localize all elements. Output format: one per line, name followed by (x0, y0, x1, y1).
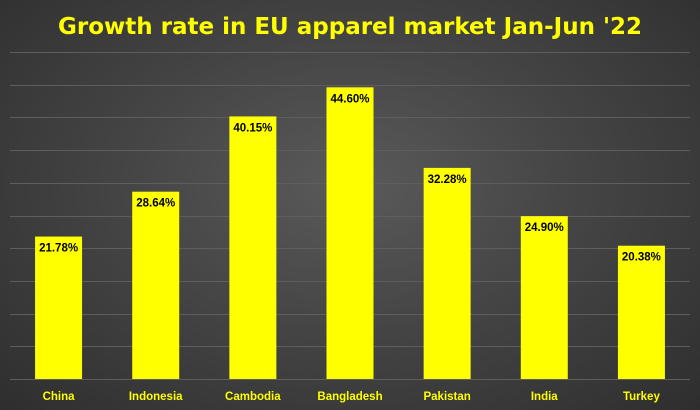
data-label-india: 24.90% (525, 222, 564, 234)
bar-china (35, 236, 83, 379)
data-label-indonesia: 28.64% (136, 198, 175, 210)
x-tick-china: China (43, 391, 76, 403)
bars (35, 87, 665, 379)
bar-indonesia (132, 191, 180, 379)
data-label-china: 21.78% (39, 243, 78, 255)
data-label-turkey: 20.38% (622, 252, 661, 264)
bar-bangladesh (326, 87, 374, 379)
x-axis-tick-labels: China Indonesia Cambodia Bangladesh Pakistan… (43, 391, 661, 403)
x-tick-bangladesh: Bangladesh (317, 391, 382, 403)
x-tick-cambodia: Cambodia (225, 391, 281, 403)
bar-cambodia (229, 116, 277, 379)
bar-pakistan (423, 167, 471, 379)
chart-title: Growth rate in EU apparel market Jan-Jun… (58, 14, 642, 40)
x-tick-pakistan: Pakistan (423, 391, 470, 403)
bar-turkey (617, 245, 665, 379)
x-tick-turkey: Turkey (623, 391, 660, 403)
data-label-pakistan: 32.28% (428, 174, 467, 186)
data-label-bangladesh: 44.60% (330, 93, 369, 105)
x-tick-india: India (531, 391, 558, 403)
bar-india (520, 216, 568, 379)
data-labels: 21.78% 28.64% 40.15% 44.60% 32.28% 24.90% 20.3… (39, 93, 661, 263)
data-label-cambodia: 40.15% (233, 122, 272, 134)
x-tick-indonesia: Indonesia (129, 391, 183, 403)
